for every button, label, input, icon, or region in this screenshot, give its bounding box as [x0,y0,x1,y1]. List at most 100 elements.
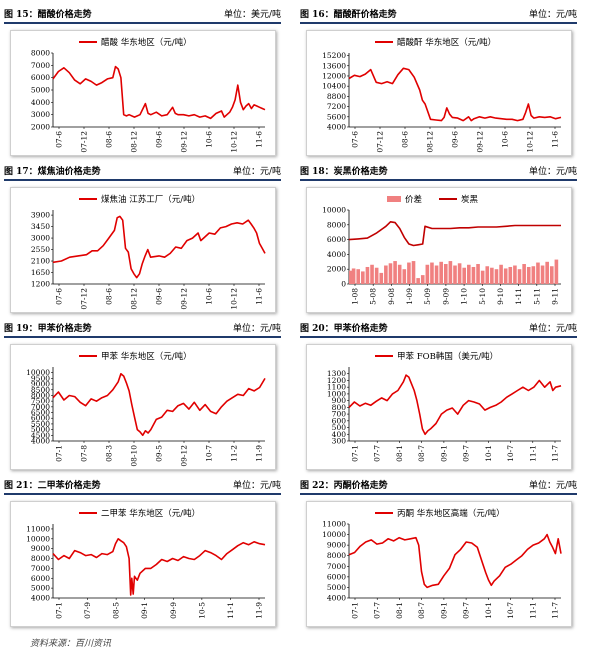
series-line [52,65,266,120]
y-tick-label: 6000 [327,235,346,244]
chart-heading: 图 20：甲苯价格走势 [300,324,388,334]
y-tick-label: 8800 [327,92,346,101]
x-tick-label: 09-12 [476,131,485,153]
chart-unit: 单位：元/吨 [232,167,281,177]
chart-unit: 单位：元/吨 [528,167,577,177]
x-tick-label: 11-1 [528,445,537,462]
bar [508,266,513,284]
y-tick-label: 4000 [31,98,50,107]
bar [425,264,430,284]
y-tick-label: 15200 [322,51,346,60]
x-tick-label: 9-10 [496,288,505,305]
x-tick-label: 09-12 [180,131,189,153]
bar [349,270,353,284]
y-tick-label: 9000 [327,541,346,550]
legend-swatch [387,196,401,202]
chart-heading: 图 21：二甲苯价格走势 [4,481,101,491]
series-line [348,220,561,247]
bar [540,265,545,284]
x-tick-label: 07-6 [55,288,64,305]
y-tick-label: 8500 [31,385,50,394]
y-tick-label: 8000 [327,220,346,229]
x-tick-label: 11-6 [255,131,264,148]
bar [499,264,503,284]
x-tick-label: 07-12 [80,131,89,153]
y-tick-label: 4000 [327,594,346,603]
x-tick-label: 08-12 [426,131,435,153]
bar [430,262,434,284]
y-tick-label: 10400 [322,82,346,91]
x-tick-label: 10-12 [230,131,239,153]
bar [420,275,425,284]
bar [407,262,411,284]
chart-area: 价差 炭黑 0 2000 4000 6000 8000 10000 1-08 5-08 9-08 1-… [306,187,572,313]
x-tick-label: 09-7 [462,445,471,462]
bar [434,265,439,284]
y-tick-label: 1000 [327,389,346,398]
bar [411,261,416,284]
bar [517,269,522,284]
chart-heading: 图 16：醋酸酐价格走势 [300,10,397,20]
x-tick-label: 09-1 [439,602,448,619]
x-tick-label: 07-9 [83,602,92,619]
y-tick-label: 4000 [327,123,346,132]
y-tick-label: 7200 [327,102,346,111]
bar [536,262,540,284]
chart-svg: 甲苯 华东地区（元/吨） 4000450050005500600065007000… [26,351,266,467]
y-tick-label: 2100 [31,257,50,266]
x-tick-label: 09-9 [169,602,178,619]
chart-header: 图 21：二甲苯价格走势 单位：元/吨 [4,477,281,495]
x-tick-label: 11-7 [551,602,560,619]
x-tick-label: 08-7 [417,602,426,619]
y-tick-label: 11000 [26,524,50,533]
bar [503,268,508,284]
x-tick-label: 07-12 [376,131,385,153]
legend-label: 煤焦油 江苏工厂（元/吨） [101,194,200,205]
x-tick-label: 07-12 [80,288,89,310]
x-tick-label: 08-7 [417,445,426,462]
x-tick-label: 10-6 [205,288,214,305]
legend-item: 炭黑 [439,195,479,205]
legend-label: 炭黑 [461,195,479,205]
y-tick-label: 7000 [31,61,50,70]
bar [443,264,448,284]
y-tick-label: 4000 [31,437,50,446]
y-tick-label: 7500 [31,397,50,406]
y-tick-label: 10000 [322,530,346,539]
y-tick-label: 8000 [31,554,50,563]
x-tick-label: 08-6 [105,131,114,148]
bar [416,278,420,284]
y-tick-label: 5000 [31,425,50,434]
chart-area: 二甲苯 华东地区（元/吨） 4000 5000 6000 7000 8000 9000 100… [10,501,276,627]
legend-item: 二甲苯 华东地区（元/吨） [79,508,200,519]
y-tick-label: 5000 [31,584,50,593]
y-tick-label: 3450 [31,222,50,231]
x-tick-label: 09-1 [140,602,149,619]
bar [457,263,462,284]
y-tick-label: 8000 [31,49,50,58]
bar [448,261,453,284]
x-tick-label: 08-12 [130,288,139,310]
bar [480,270,485,284]
y-tick-label: 0 [341,280,346,289]
bar [393,261,397,284]
x-tick-label: 10-7 [506,445,515,462]
x-tick-label: 10-5 [197,602,206,619]
x-tick-label: 07-1 [351,602,360,619]
y-tick-label: 1650 [31,268,50,277]
bar [471,266,476,284]
x-tick-label: 9-09 [441,288,450,305]
x-tick-label: 5-10 [478,288,487,305]
chart-header: 图 22：丙酮价格走势 单位：元/吨 [300,477,577,495]
x-tick-label: 07-1 [55,602,64,619]
chart-svg: 醋酸 华东地区（元/吨） 2000 3000 4000 5000 6000 7000 8000… [31,37,266,153]
y-tick-label: 700 [332,410,347,419]
y-tick-label: 5600 [327,112,346,121]
chart-heading: 图 17：煤焦油价格走势 [4,167,101,177]
y-tick-label: 3000 [31,234,50,243]
x-tick-label: 1-08 [351,288,360,305]
x-tick-label: 09-7 [462,602,471,619]
series-line [348,67,562,122]
x-tick-label: 10-1 [484,445,493,462]
bar [361,271,365,284]
